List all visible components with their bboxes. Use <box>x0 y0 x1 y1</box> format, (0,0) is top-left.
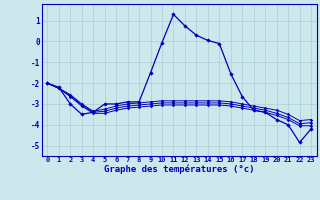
X-axis label: Graphe des températures (°c): Graphe des températures (°c) <box>104 165 254 174</box>
